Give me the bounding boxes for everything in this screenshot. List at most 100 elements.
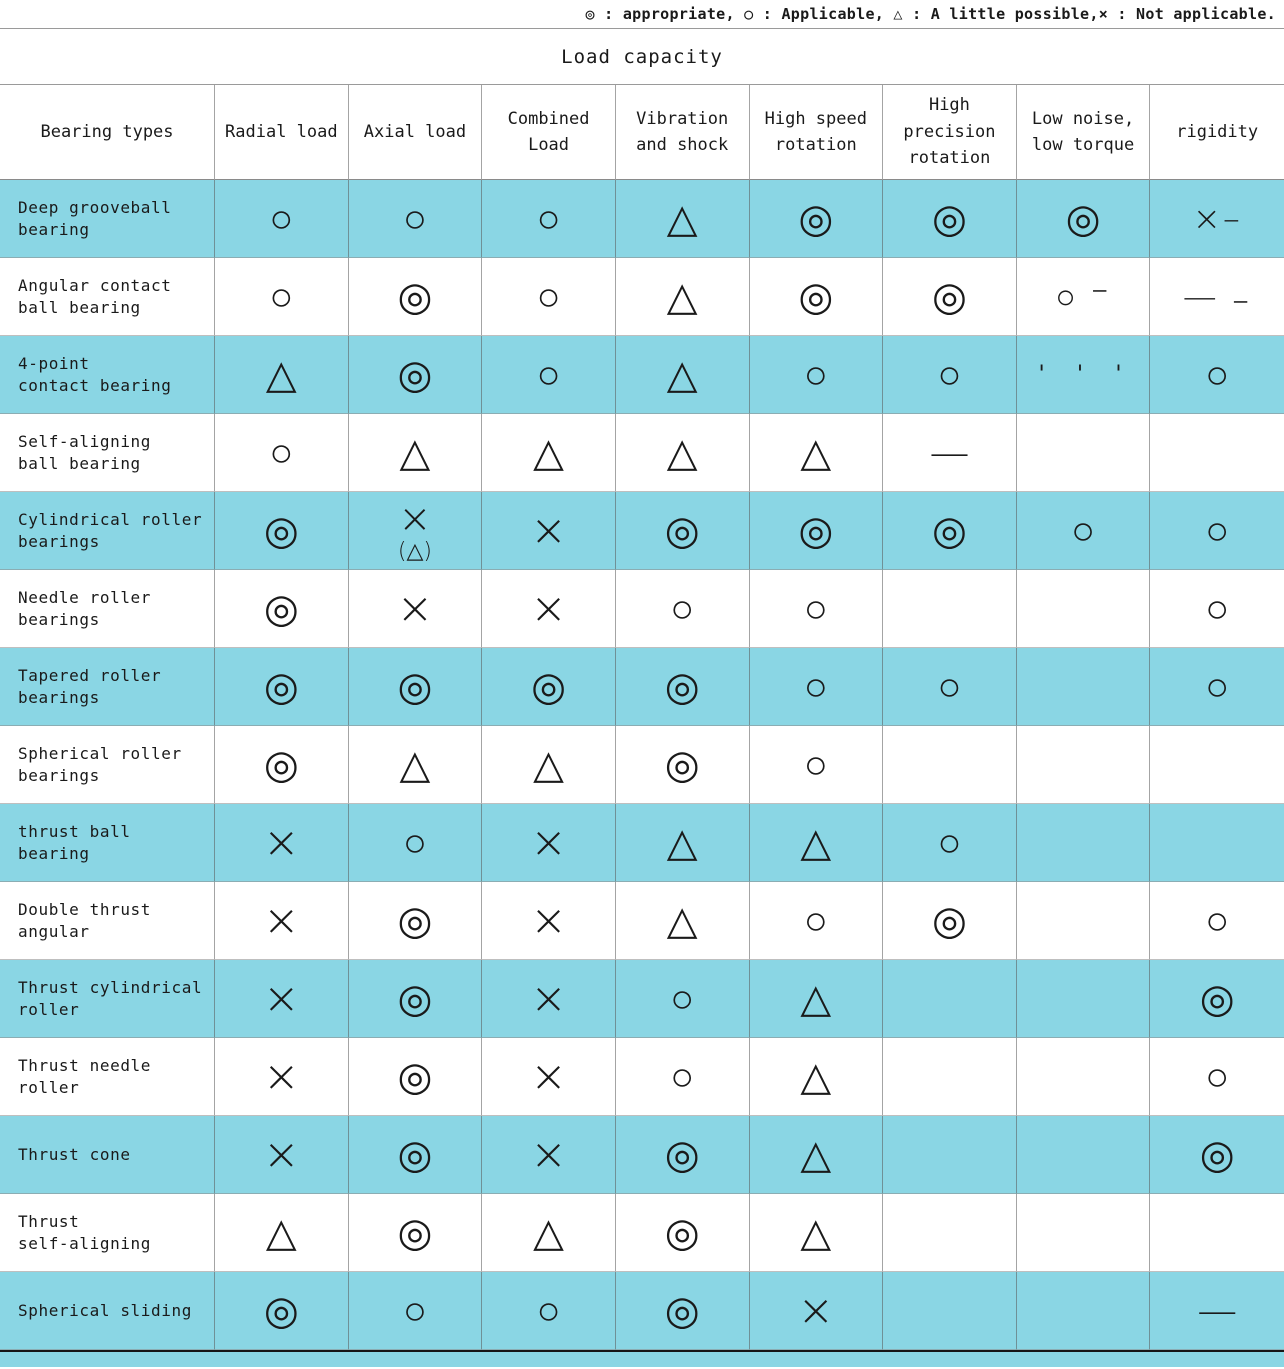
symbol-dash: — ₋ — [1150, 258, 1284, 336]
symbol-empty — [883, 1272, 1017, 1350]
symbol-not-applicable: × — [482, 1038, 616, 1116]
symbol-empty — [1150, 726, 1284, 804]
symbol-not-applicable: × — [482, 492, 616, 570]
symbol-appropriate: ◎ — [615, 726, 750, 804]
symbol-not-applicable: × — [482, 570, 616, 648]
symbol-little-possible: △ — [348, 726, 483, 804]
symbol-appropriate: ◎ — [749, 492, 884, 570]
symbol-not-applicable: × — [215, 1116, 349, 1194]
symbol-appropriate: ◎ — [615, 492, 750, 570]
symbol-appropriate: ◎ — [1016, 180, 1151, 258]
symbol-empty — [883, 960, 1017, 1038]
row-label: Thrust needle roller — [0, 1038, 215, 1116]
symbol-not-applicable: × (△) — [348, 492, 483, 570]
symbol-little-possible: △ — [749, 960, 884, 1038]
symbol-little-possible: △ — [482, 726, 616, 804]
row-label: Thrust cylindrical roller — [0, 960, 215, 1038]
symbol-appropriate: ◎ — [348, 1194, 483, 1272]
symbol-little-possible: △ — [749, 414, 884, 492]
symbol-not-applicable: × — [215, 1038, 349, 1116]
symbol-applicable: ○ — [215, 180, 349, 258]
symbol-appropriate: ◎ — [883, 258, 1017, 336]
symbol-little-possible: △ — [749, 1038, 884, 1116]
symbol-little-possible: △ — [348, 414, 483, 492]
column-header: Radial load — [215, 85, 349, 180]
symbol-applicable: ○ — [883, 336, 1017, 414]
symbol-appropriate: ◎ — [615, 1272, 750, 1350]
symbol-legend: ◎ : appropriate, ○ : Applicable, △ : A l… — [0, 0, 1284, 29]
row-label: Deep grooveball bearing — [0, 180, 215, 258]
column-header: Vibration and shock — [615, 85, 750, 180]
symbol-applicable: ○ ⁻ — [1016, 258, 1151, 336]
row-label: 4-point contact bearing — [0, 336, 215, 414]
symbol-appropriate: ◎ — [1150, 960, 1284, 1038]
symbol-empty — [1150, 414, 1284, 492]
symbol-appropriate: ◎ — [482, 648, 616, 726]
symbol-not-applicable: × — [482, 804, 616, 882]
row-label: Cylindrical roller bearings — [0, 492, 215, 570]
symbol-empty — [1016, 804, 1151, 882]
symbol-not-applicable: × — [482, 1116, 616, 1194]
symbol-applicable: ○ — [749, 336, 884, 414]
row-label: Spherical sliding — [0, 1272, 215, 1350]
symbol-dash: — — [1150, 1272, 1284, 1350]
symbol-little-possible: △ — [615, 414, 750, 492]
symbol-empty — [883, 1038, 1017, 1116]
symbol-applicable: ○ — [749, 726, 884, 804]
symbol-little-possible: △ — [615, 180, 750, 258]
row-label: thrust ball bearing — [0, 804, 215, 882]
symbol-not-applicable: × — [215, 804, 349, 882]
symbol-applicable: ○ — [1150, 882, 1284, 960]
column-header: rigidity — [1150, 85, 1284, 180]
symbol-little-possible: △ — [615, 258, 750, 336]
symbol-appropriate: ◎ — [348, 1038, 483, 1116]
symbol-empty — [1016, 1272, 1151, 1350]
symbol-little-possible: △ — [482, 414, 616, 492]
symbol-empty — [1016, 648, 1151, 726]
symbol-empty — [883, 570, 1017, 648]
row-label: Thrust self-aligning — [0, 1194, 215, 1272]
symbol-applicable: ○ — [749, 648, 884, 726]
symbol-appropriate: ◎ — [215, 492, 349, 570]
symbol-empty — [883, 726, 1017, 804]
row-label: Angular contact ball bearing — [0, 258, 215, 336]
column-header: Combined Load — [482, 85, 616, 180]
load-capacity-table: Bearing types Radial load Axial load Combin… — [0, 84, 1284, 1352]
column-header: Axial load — [348, 85, 483, 180]
symbol-applicable: ○ — [1150, 648, 1284, 726]
symbol-little-possible: △ — [482, 1194, 616, 1272]
symbol-empty — [1150, 1194, 1284, 1272]
table-title: Load capacity — [561, 45, 723, 68]
symbol-empty — [1016, 1038, 1151, 1116]
symbol-applicable: ○ — [749, 570, 884, 648]
symbol-little-possible: △ — [615, 804, 750, 882]
symbol-dash: — — [883, 414, 1017, 492]
row-label: Thrust cone — [0, 1116, 215, 1194]
symbol-applicable: ○ — [883, 648, 1017, 726]
symbol-appropriate: ◎ — [348, 882, 483, 960]
symbol-little-possible: △ — [215, 336, 349, 414]
symbol-applicable: ○ — [615, 1038, 750, 1116]
symbol-applicable: ○ — [883, 804, 1017, 882]
symbol-little-possible: △ — [749, 1194, 884, 1272]
symbol-appropriate: ◎ — [348, 258, 483, 336]
symbol-applicable: ○ — [1150, 570, 1284, 648]
symbol-applicable: ○ — [215, 414, 349, 492]
symbol-appropriate: ◎ — [883, 180, 1017, 258]
symbol-appropriate: ◎ — [348, 960, 483, 1038]
symbol-little-possible: △ — [749, 804, 884, 882]
symbol-appropriate: ◎ — [749, 258, 884, 336]
symbol-little-possible: △ — [749, 1116, 884, 1194]
symbol-empty — [1016, 570, 1151, 648]
symbol-not-applicable: × — [482, 960, 616, 1038]
symbol-appropriate: ◎ — [749, 180, 884, 258]
symbol-empty — [883, 1116, 1017, 1194]
symbol-applicable: ○ — [749, 882, 884, 960]
symbol-applicable: ○ — [1150, 1038, 1284, 1116]
column-header: High precision rotation — [883, 85, 1017, 180]
symbol-empty — [1150, 804, 1284, 882]
symbol-appropriate: ◎ — [215, 1272, 349, 1350]
row-label: Double thrust angular — [0, 882, 215, 960]
symbol-applicable: ○ — [482, 180, 616, 258]
symbol-empty — [1016, 414, 1151, 492]
